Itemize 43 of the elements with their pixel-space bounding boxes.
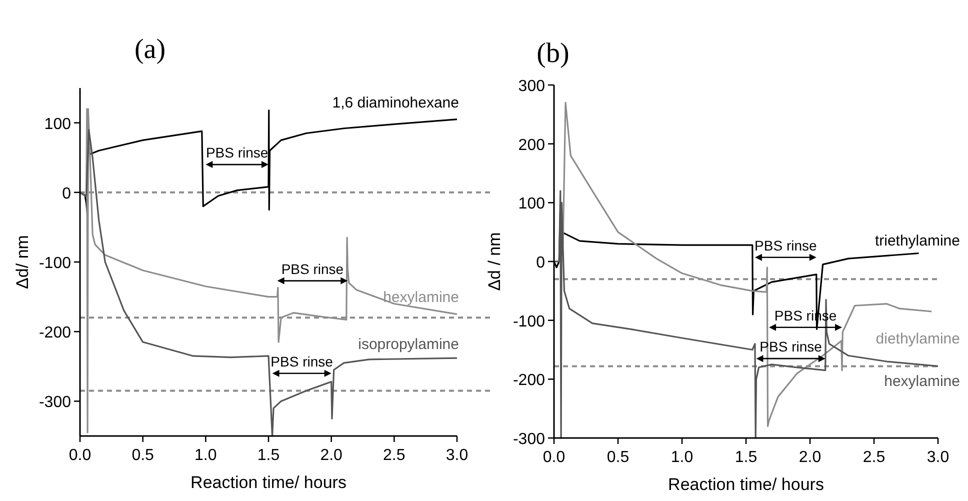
y-tick-label: 100 xyxy=(518,196,546,213)
annotation: PBS rinse xyxy=(281,260,344,277)
annotation: PBS rinse xyxy=(760,338,822,355)
x-tick-label: 1.0 xyxy=(194,447,217,464)
x-tick-label: 1.5 xyxy=(257,447,280,464)
x-tick-label: 3.0 xyxy=(926,449,950,466)
series-label: hexylamine xyxy=(884,373,960,390)
y-tick-label: -300 xyxy=(38,394,72,412)
y-tick-label: 0 xyxy=(62,185,72,202)
x-tick-label: 0.5 xyxy=(606,449,630,466)
chart-title: (b) xyxy=(536,38,570,69)
y-tick-label: 0 xyxy=(536,254,546,272)
y-tick-label: -300 xyxy=(512,431,546,448)
x-axis-title: Reaction time/ hours xyxy=(190,473,346,492)
series-label: 1,6 diaminohexane xyxy=(332,94,459,112)
x-tick-label: 2.0 xyxy=(320,447,343,464)
x-tick-label: 0.5 xyxy=(132,447,154,464)
x-tick-label: 2.5 xyxy=(383,447,406,464)
x-tick-label: 1.5 xyxy=(734,449,758,466)
series-label: diethylamine xyxy=(876,330,960,348)
y-axis-title: Δd/ nm xyxy=(13,235,32,289)
x-tick-label: 0.0 xyxy=(542,449,566,466)
x-tick-label: 0.0 xyxy=(68,447,92,464)
x-axis-title: Reaction time/ hours xyxy=(668,475,824,494)
y-tick-label: -100 xyxy=(38,255,72,272)
y-tick-label: 300 xyxy=(518,78,546,95)
y-tick-label: -200 xyxy=(38,324,72,342)
y-tick-label: 200 xyxy=(518,136,546,154)
x-tick-label: 2.0 xyxy=(798,449,822,466)
y-tick-label: -200 xyxy=(512,372,546,390)
series-label: isopropylamine xyxy=(358,336,459,354)
series-label: triethylamine xyxy=(874,232,960,250)
annotation: PBS rinse xyxy=(206,144,268,161)
x-tick-label: 1.0 xyxy=(670,449,694,466)
annotation: PBS rinse xyxy=(754,237,818,254)
series-label: hexylamine xyxy=(383,289,459,306)
x-tick-label: 2.5 xyxy=(862,449,886,466)
x-tick-label: 3.0 xyxy=(446,447,468,464)
y-axis-title: Δd / nm xyxy=(485,232,504,291)
annotation: PBS rinse xyxy=(270,353,334,370)
y-tick-label: 100 xyxy=(44,116,72,133)
y-tick-label: -100 xyxy=(512,313,546,330)
chart-title: (a) xyxy=(134,34,166,65)
